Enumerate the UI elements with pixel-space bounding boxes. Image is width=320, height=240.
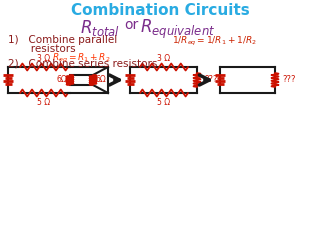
Text: $1 / R_{eq} = 1 / R_1 + 1 / R_2$: $1 / R_{eq} = 1 / R_1 + 1 / R_2$ [172,35,257,48]
Text: $R_{total}$: $R_{total}$ [80,18,120,38]
Text: Combination Circuits: Combination Circuits [71,3,249,18]
Text: ???: ??? [204,76,218,84]
Text: 3 Ω: 3 Ω [157,54,171,63]
Text: 5 Ω: 5 Ω [37,98,51,107]
Text: 1)   Combine parallel: 1) Combine parallel [8,35,117,45]
Text: $R_{equivalent}$: $R_{equivalent}$ [140,18,215,41]
Text: 5 Ω: 5 Ω [157,98,171,107]
Text: ???: ??? [282,76,295,84]
Text: resistors: resistors [8,44,76,54]
Text: 2)   Combine series resistors: 2) Combine series resistors [8,59,157,69]
Text: 3 Ω: 3 Ω [37,54,51,63]
Text: $R_{eq} = R_1 + R_2$: $R_{eq} = R_1 + R_2$ [52,52,111,65]
Text: 6Ω: 6Ω [57,76,68,84]
Text: or: or [124,18,138,32]
Text: 6Ω: 6Ω [96,76,106,84]
